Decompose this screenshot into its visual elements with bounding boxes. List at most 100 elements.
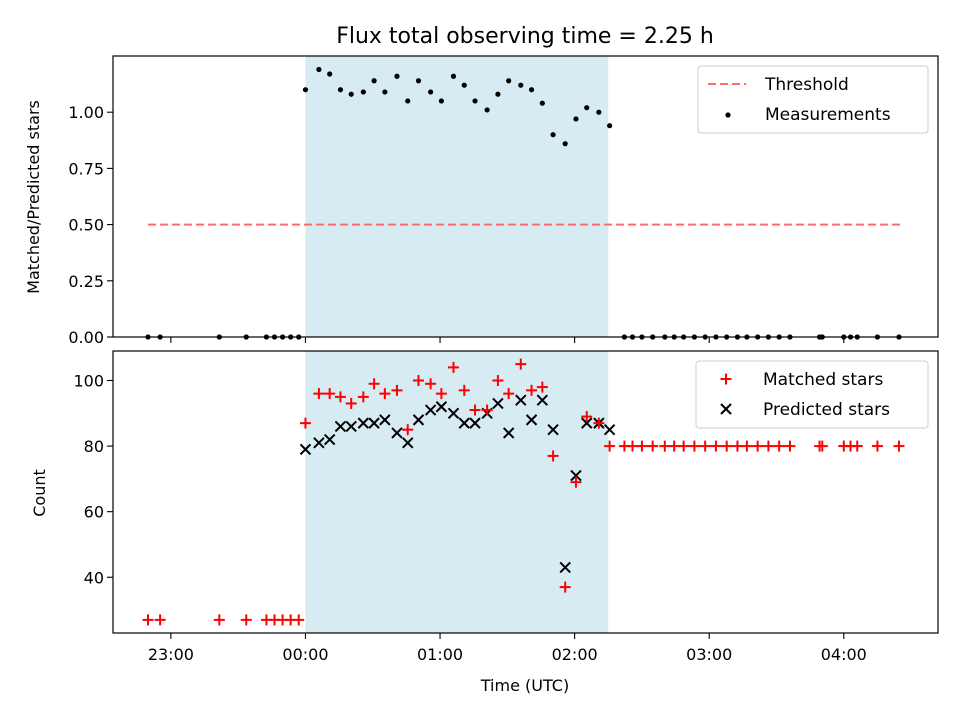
matched-point [334, 391, 346, 403]
measurement-point [394, 73, 400, 79]
x-tick-label: 01:00 [417, 645, 463, 664]
x-tick-label: 02:00 [552, 645, 598, 664]
predicted-point [424, 404, 437, 416]
predicted-point [412, 414, 425, 426]
y-tick-label: 1.00 [68, 103, 104, 122]
matched-point [710, 440, 722, 452]
x-axis-label: Time (UTC) [480, 676, 569, 695]
measurement-point [438, 98, 444, 104]
matched-point [345, 397, 357, 409]
predicted-point [435, 401, 448, 413]
predicted-point [402, 437, 414, 449]
matched-point [784, 440, 796, 452]
measurement-point [596, 109, 602, 115]
bottom-y-ticks: 40 60 80 100 [73, 372, 113, 587]
measurement-point [562, 141, 568, 147]
predicted-point [559, 561, 571, 574]
matched-point [402, 424, 414, 436]
matched-point [515, 358, 527, 370]
measurement-point [371, 78, 377, 84]
predicted-point [581, 417, 593, 429]
legend-measurements-swatch [725, 112, 731, 118]
matched-point [293, 614, 305, 626]
measurement-point [428, 89, 434, 95]
matched-point [447, 361, 459, 373]
matched-point [435, 388, 447, 400]
matched-point [425, 378, 437, 390]
bottom-legend: Matched stars Predicted stars [695, 360, 929, 429]
matched-point [142, 614, 154, 626]
y-tick-label: 40 [84, 568, 104, 587]
matched-point [547, 450, 559, 462]
bottom-x-ticks: 23:00 00:00 01:00 02:00 03:00 04:00 [148, 633, 867, 664]
measurement-point [360, 89, 366, 95]
y-tick-label: 0.25 [68, 272, 104, 291]
measurement-point [472, 98, 478, 104]
y-tick-label: 0.75 [68, 159, 104, 178]
measurement-point [506, 78, 512, 84]
measurement-point [461, 82, 467, 88]
measurement-point [484, 107, 490, 113]
top-axes-frame [112, 55, 939, 338]
matched-point [647, 440, 659, 452]
matched-point [871, 440, 883, 452]
bottom-legend-box [695, 360, 929, 429]
top-y-axis-label: Matched/Predicted stars [24, 100, 43, 294]
predicted-point [299, 443, 312, 456]
measurement-point [348, 91, 354, 97]
predicted-point [492, 397, 504, 410]
matched-point [368, 378, 380, 390]
bottom-axes-frame [112, 350, 939, 634]
measurement-point [573, 116, 579, 122]
measurement-point [302, 87, 309, 93]
matched-point [773, 440, 785, 452]
matched-point [570, 476, 582, 488]
matched-point [536, 381, 548, 393]
measurement-point [584, 105, 590, 111]
measurement-point [518, 82, 524, 88]
top-x-ticks [170, 337, 845, 343]
matched-point [313, 388, 325, 400]
matched-point [391, 384, 403, 396]
matched-point [413, 375, 425, 387]
matched-stars-series [142, 358, 905, 626]
bottom-panel: 40 60 80 100 23:00 00:00 01:00 02:00 03:00 04:00… [30, 350, 939, 695]
measurement-point [450, 73, 457, 79]
matched-point [678, 440, 690, 452]
predicted-point [391, 427, 403, 439]
matched-point [324, 388, 336, 400]
predicted-point [323, 433, 336, 446]
matched-point [492, 375, 504, 387]
chart-title: Flux total observing time = 2.25 h [336, 24, 714, 49]
predicted-point [515, 394, 527, 406]
legend-matched-swatch [720, 373, 732, 385]
legend-predicted-label: Predicted stars [763, 400, 890, 420]
x-tick-label: 00:00 [282, 645, 328, 664]
top-panel: 0.00 0.25 0.50 0.75 1.00 Matched/Predicted s… [24, 55, 939, 347]
matched-point [636, 440, 648, 452]
matched-point [626, 440, 638, 452]
matched-point [762, 440, 774, 452]
predicted-point [447, 407, 460, 420]
measurement-point [607, 123, 613, 129]
legend-measurements-label: Measurements [765, 105, 891, 125]
predicted-point [334, 420, 347, 433]
y-tick-label: 60 [84, 503, 104, 522]
matched-point [357, 391, 369, 403]
top-y-ticks: 0.00 0.25 0.50 0.75 1.00 [68, 103, 113, 347]
matched-point [741, 440, 753, 452]
x-tick-label: 23:00 [148, 645, 194, 664]
measurement-point [539, 100, 545, 106]
matched-point [851, 440, 863, 452]
measurement-point [327, 71, 333, 77]
predicted-point [502, 427, 515, 439]
y-tick-label: 0.50 [68, 216, 104, 235]
measurement-point [382, 89, 388, 95]
predicted-point [345, 420, 357, 433]
matched-point [240, 614, 252, 626]
matched-point [469, 404, 481, 416]
predicted-point [368, 417, 380, 429]
matched-point [154, 614, 166, 626]
predicted-point [379, 414, 391, 426]
